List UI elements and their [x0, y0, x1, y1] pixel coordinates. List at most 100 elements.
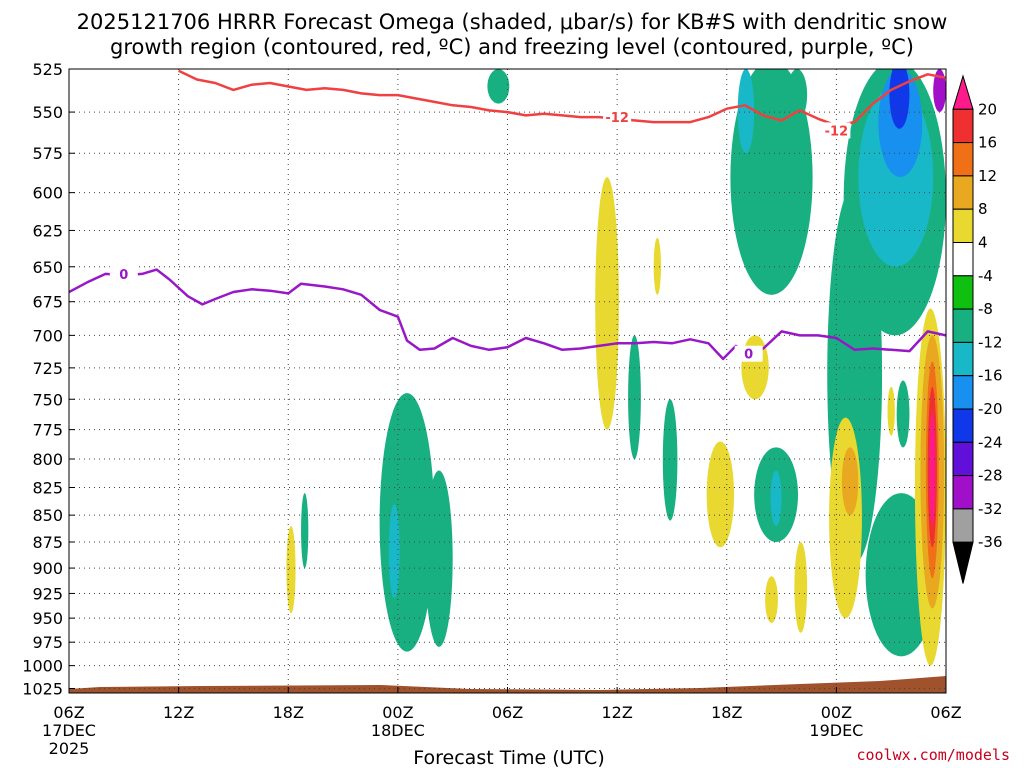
omega-region-3	[628, 335, 641, 460]
omega-region-11	[765, 576, 778, 623]
x-tick-label-18: 00Z	[382, 703, 413, 722]
omega-region-20	[889, 69, 910, 129]
y-tick-label-525: 525	[32, 60, 63, 79]
y-tick-label-1025: 1025	[22, 679, 63, 698]
y-tick-label-750: 750	[32, 390, 63, 409]
y-tick-label-950: 950	[32, 609, 63, 628]
colorbar-swatch-13	[952, 508, 974, 543]
colorbar-swatch-11	[952, 441, 974, 477]
colorbar-label-13: -36	[978, 533, 1003, 551]
colorbar-label-1: 16	[978, 134, 997, 152]
omega-region-4	[662, 399, 678, 521]
y-tick-label-825: 825	[32, 479, 63, 498]
omega-region-2	[653, 237, 661, 295]
omega-region-32	[301, 493, 309, 569]
colorbar-swatch-8	[952, 341, 974, 377]
y-tick-label-900: 900	[32, 559, 63, 578]
omega-region-8	[737, 69, 755, 154]
colorbar: 20 16 12 8 4 -4 -8 -12 -16 -20 -24 -28 -32 -36	[952, 74, 1003, 584]
contour-label-0-0: -12	[605, 111, 629, 126]
omega-region-5	[706, 441, 735, 548]
colorbar-swatch-9	[952, 375, 974, 410]
omega-region-0	[487, 69, 510, 104]
omega-region-33	[379, 393, 435, 652]
grid-lines	[68, 68, 947, 693]
contour-label-bg-0-1	[822, 122, 851, 139]
y-tick-label-800: 800	[32, 450, 63, 469]
omega-region-10	[770, 470, 782, 526]
omega-region-6	[741, 335, 769, 400]
omega-region-27	[929, 411, 936, 526]
x-tick-date-0: 17DEC	[42, 721, 96, 740]
contour-label-bg-1-1	[734, 345, 763, 362]
colorbar-label-7: -12	[978, 333, 1003, 351]
x-axis-label: Forecast Time (UTC)	[413, 747, 604, 768]
colorbar-label-0: 20	[978, 100, 997, 118]
colorbar-swatch-3	[952, 175, 974, 210]
omega-region-16	[841, 447, 859, 516]
colorbar-label-5: -4	[978, 267, 993, 285]
omega-region-12	[794, 541, 808, 633]
y-axis: 525 550 575 600 625 650 675 700 725 750 775 800 825 8…	[22, 60, 75, 698]
y-tick-label-675: 675	[32, 293, 63, 312]
colorbar-swatch-4	[952, 208, 974, 243]
colorbar-label-4: 4	[978, 234, 988, 252]
y-tick-label-725: 725	[32, 359, 63, 378]
colorbar-swatch-6	[952, 275, 974, 310]
chart-title-line2: growth region (contoured, red, ºC) and f…	[110, 35, 914, 59]
colorbar-label-8: -16	[978, 367, 1003, 385]
y-tick-label-625: 625	[32, 221, 63, 240]
y-tick-label-850: 850	[32, 506, 63, 525]
x-tick-label-24: 06Z	[492, 703, 523, 722]
colorbar-swatch-12	[952, 475, 974, 510]
x-tick-label-36: 18Z	[711, 703, 742, 722]
y-tick-label-550: 550	[32, 103, 63, 122]
colorbar-swatch-5	[952, 242, 974, 277]
omega-region-35	[425, 470, 453, 647]
credit-text: coolwx.com/models	[856, 746, 1010, 764]
contour-line-1	[69, 268, 946, 361]
colorbar-arrow-top	[952, 74, 974, 110]
colorbar-label-11: -28	[978, 467, 1003, 485]
x-tick-date-18: 18DEC	[371, 721, 425, 740]
omega-shading	[286, 69, 946, 666]
chart-title-line1: 2025121706 HRRR Forecast Omega (shaded, …	[77, 10, 948, 34]
contour-lines	[69, 69, 946, 361]
colorbar-label-9: -20	[978, 400, 1003, 418]
y-tick-label-975: 975	[32, 633, 63, 652]
y-tick-label-575: 575	[32, 144, 63, 163]
y-tick-label-700: 700	[32, 326, 63, 345]
y-tick-label-925: 925	[32, 584, 63, 603]
omega-region-13	[787, 69, 808, 121]
contour-label-1-1: 0	[744, 348, 753, 363]
contour-label-bg-1-0	[109, 265, 138, 282]
x-tick-date-42: 19DEC	[809, 721, 863, 740]
colorbar-label-2: 12	[978, 167, 997, 185]
x-tick-year-0: 2025	[49, 739, 90, 758]
omega-region-28	[863, 393, 881, 430]
colorbar-label-6: -8	[978, 300, 993, 318]
colorbar-swatch-7	[952, 308, 974, 343]
omega-region-31	[286, 525, 296, 614]
colorbar-label-10: -24	[978, 433, 1003, 451]
colorbar-swatch-10	[952, 408, 974, 443]
y-tick-label-875: 875	[32, 533, 63, 552]
x-tick-label-0: 06Z	[53, 703, 84, 722]
y-tick-label-1000: 1000	[22, 657, 63, 676]
omega-region-30	[896, 380, 910, 448]
colorbar-arrow-bottom	[952, 541, 974, 584]
contour-label-bg-0-0	[603, 109, 632, 126]
x-tick-label-12: 18Z	[273, 703, 304, 722]
colorbar-swatch-2	[952, 142, 974, 177]
y-tick-label-650: 650	[32, 258, 63, 277]
colorbar-label-12: -32	[978, 500, 1003, 518]
omega-region-15	[829, 417, 862, 619]
contour-label-1-0: 0	[119, 268, 128, 283]
x-tick-label-42: 00Z	[821, 703, 852, 722]
x-tick-label-30: 12Z	[601, 703, 632, 722]
omega-region-1	[595, 177, 619, 430]
contour-labels: -12 -12 0 0	[109, 109, 851, 363]
colorbar-swatch-1	[952, 108, 974, 144]
